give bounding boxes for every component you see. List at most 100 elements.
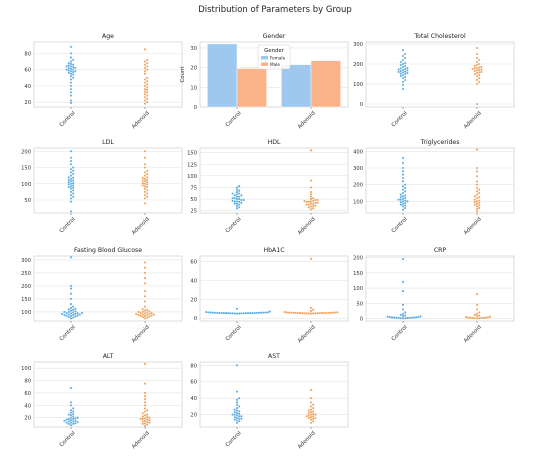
data-point-control [404, 75, 407, 79]
data-point-adenoid [143, 266, 147, 269]
data-point-adenoid [312, 199, 315, 202]
data-point-control [233, 194, 236, 197]
data-point-adenoid [312, 197, 315, 200]
data-point-adenoid [478, 71, 481, 74]
data-point-control [399, 67, 402, 70]
data-point-control [72, 407, 75, 410]
y-tick-label: 60 [24, 391, 31, 397]
data-point-control [235, 419, 239, 422]
data-point-control [238, 415, 241, 418]
data-point-adenoid [309, 208, 313, 211]
y-tick-label: 20 [24, 100, 31, 106]
data-point-adenoid [143, 190, 147, 193]
data-point-adenoid [475, 183, 479, 186]
data-point-control [395, 316, 398, 319]
data-point-control [69, 297, 73, 300]
data-point-adenoid [283, 311, 286, 314]
data-point-control [238, 200, 241, 203]
data-point-control [235, 200, 239, 203]
data-point-control [72, 186, 75, 189]
data-point-control [401, 156, 405, 160]
data-point-control [240, 415, 243, 418]
data-point-control [399, 63, 402, 67]
data-point-adenoid [309, 200, 313, 203]
data-point-adenoid [480, 68, 483, 71]
data-point-adenoid [475, 82, 479, 86]
data-point-control [63, 419, 66, 422]
y-tick-label: 100 [21, 310, 31, 316]
data-point-adenoid [475, 56, 479, 60]
data-point-adenoid [152, 313, 155, 316]
data-point-adenoid [478, 196, 481, 199]
data-point-control [242, 312, 245, 315]
data-point-control [65, 65, 68, 68]
data-point-control [401, 173, 405, 176]
data-point-adenoid [480, 70, 483, 74]
data-point-control [233, 416, 236, 419]
data-point-adenoid [307, 414, 310, 417]
data-point-control [235, 403, 239, 406]
data-point-adenoid [146, 169, 149, 172]
data-point-control [399, 313, 402, 316]
y-tick-label: 200 [353, 256, 363, 262]
axes-frame [199, 361, 349, 428]
data-point-adenoid [307, 200, 310, 203]
data-point-adenoid [478, 199, 481, 202]
x-tick-label: Control [59, 324, 77, 342]
data-point-control [72, 422, 75, 425]
data-point-control [74, 307, 77, 310]
data-point-adenoid [146, 79, 149, 83]
y-tick-label: 10 [190, 85, 197, 91]
data-point-adenoid [478, 314, 481, 317]
data-point-adenoid [143, 197, 147, 200]
data-point-adenoid [475, 46, 479, 50]
data-point-adenoid [143, 81, 147, 84]
data-point-control [72, 68, 75, 71]
data-point-adenoid [475, 196, 479, 200]
data-point-control [401, 317, 405, 320]
data-point-adenoid [146, 76, 149, 79]
data-point-control [72, 316, 75, 319]
y-tick-label: 75 [190, 185, 197, 191]
data-point-adenoid [475, 190, 479, 193]
data-point-adenoid [475, 202, 479, 205]
data-point-control [238, 405, 241, 408]
data-point-adenoid [473, 317, 476, 320]
data-point-control [72, 311, 75, 314]
data-point-adenoid [329, 311, 332, 314]
data-point-adenoid [290, 311, 293, 314]
figure-title: Distribution of Parameters by Group [198, 5, 352, 15]
data-point-control [72, 166, 75, 169]
y-tick-label: 300 [353, 42, 363, 48]
data-point-adenoid [143, 309, 147, 312]
data-point-adenoid [327, 311, 330, 314]
data-point-adenoid [301, 312, 304, 315]
data-point-adenoid [143, 261, 147, 264]
y-tick-label: 300 [21, 258, 31, 264]
y-tick-label: 150 [21, 297, 31, 303]
data-point-control [69, 182, 73, 185]
data-point-control [72, 410, 75, 413]
data-point-adenoid [309, 421, 313, 424]
data-point-adenoid [314, 198, 317, 202]
data-point-control [235, 188, 239, 191]
data-point-control [404, 67, 407, 71]
data-point-control [397, 68, 400, 71]
data-point-adenoid [143, 398, 147, 401]
data-point-control [401, 73, 405, 77]
axes-frame [33, 147, 183, 214]
data-point-control [224, 312, 228, 315]
data-point-control [72, 73, 75, 76]
data-point-control [67, 185, 70, 189]
axes-frame [33, 361, 183, 428]
data-point-control [401, 62, 405, 66]
data-point-control [412, 316, 416, 319]
data-point-adenoid [139, 314, 142, 317]
data-point-control [401, 208, 405, 211]
data-point-control [69, 416, 73, 419]
data-point-adenoid [143, 166, 147, 169]
data-point-adenoid [143, 185, 147, 188]
data-point-control [69, 190, 73, 193]
data-point-adenoid [309, 179, 313, 182]
